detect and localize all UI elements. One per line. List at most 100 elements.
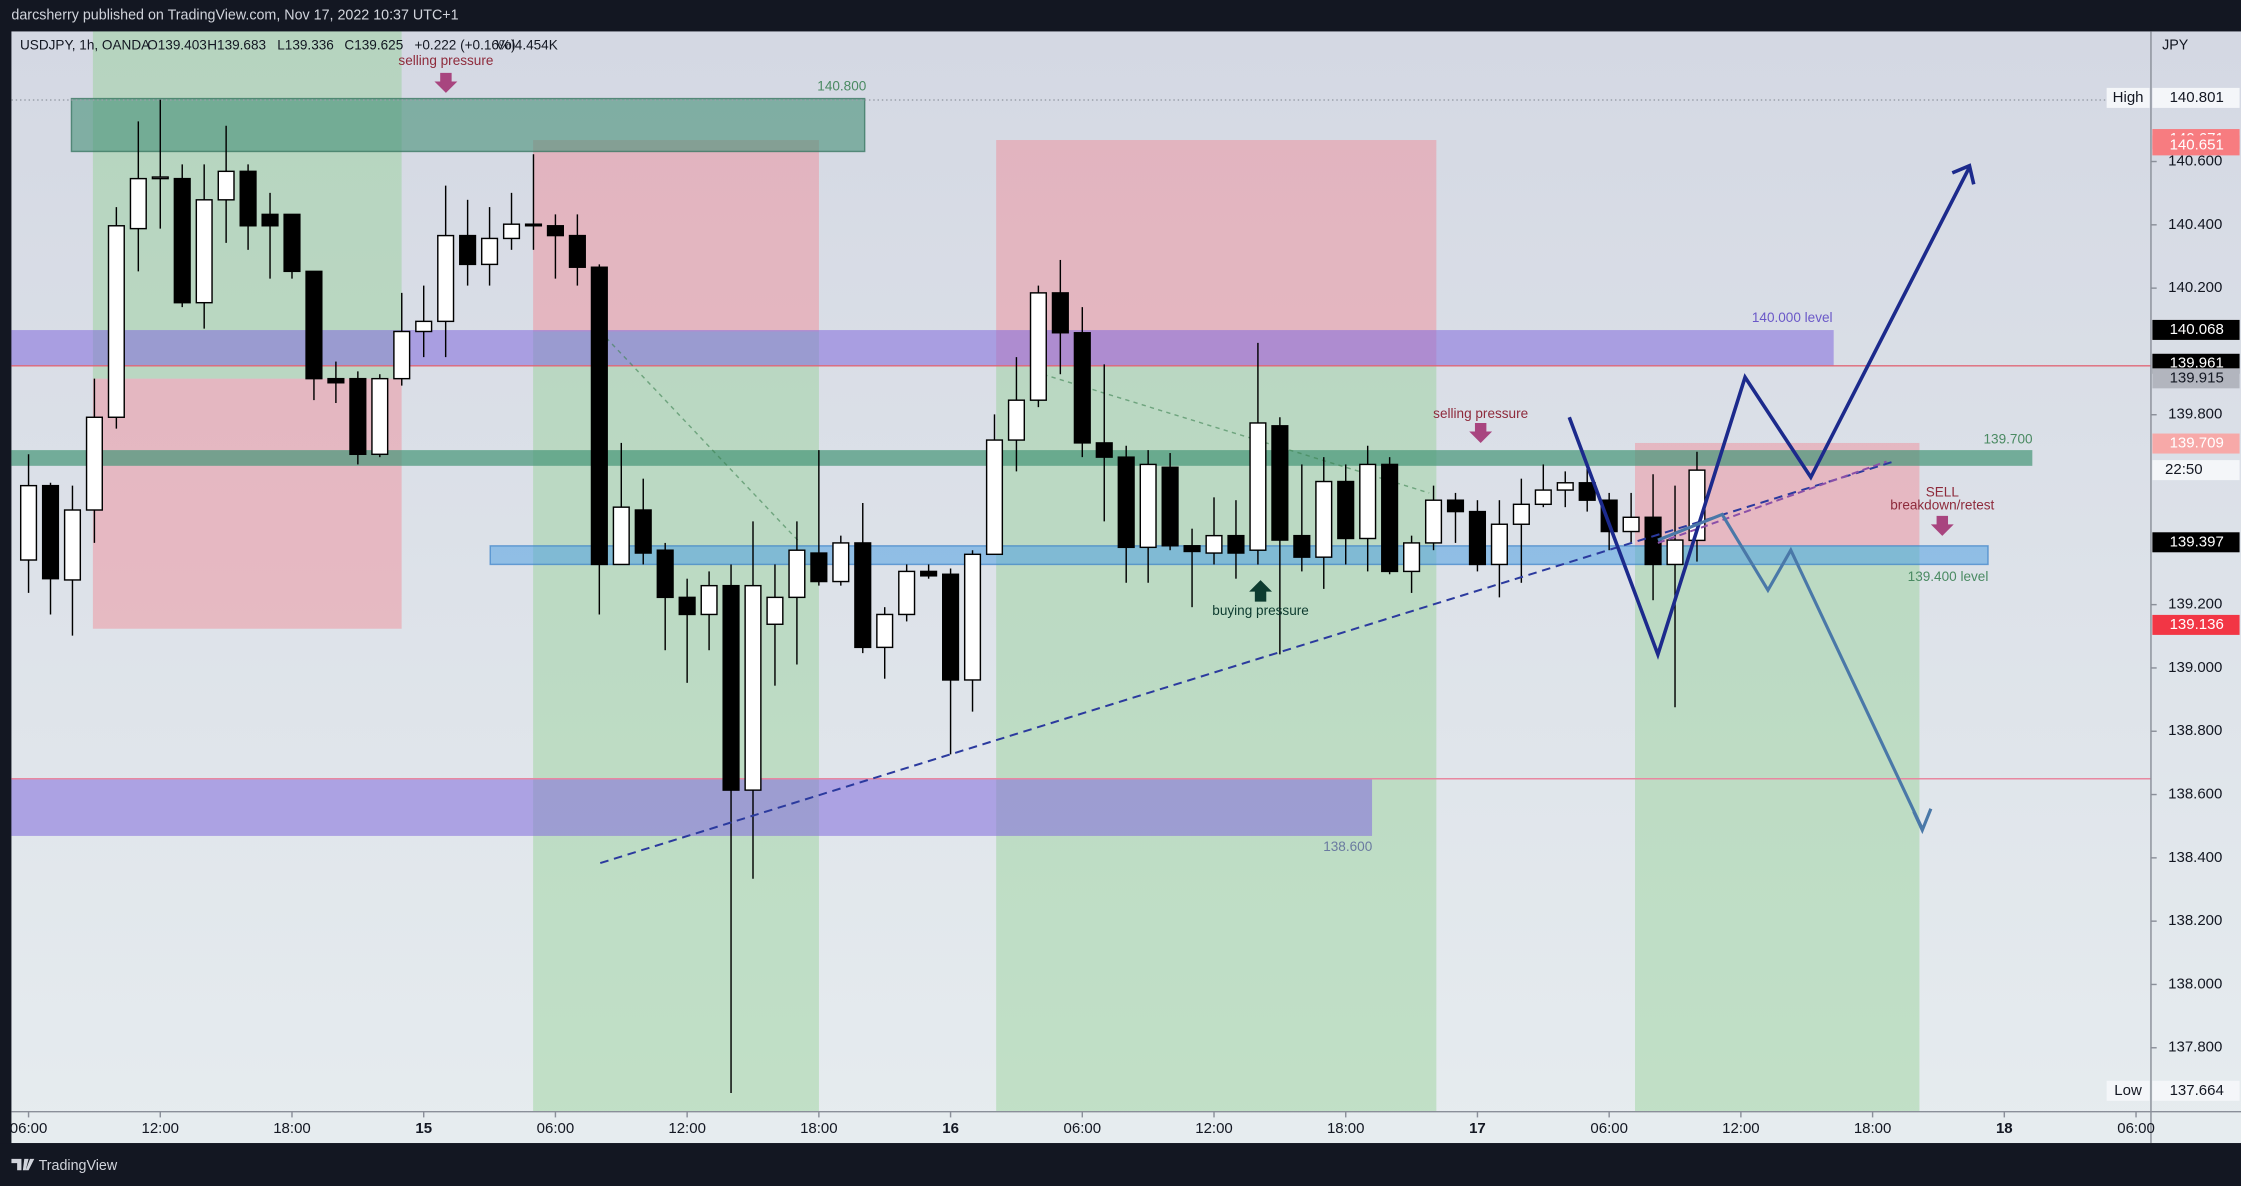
candle-body	[700, 584, 718, 616]
candle-body	[1512, 503, 1530, 525]
brand-logo	[11, 1158, 35, 1171]
candle-body	[854, 542, 872, 649]
candle-body	[393, 330, 411, 380]
candle-body	[1095, 442, 1113, 458]
candle-body	[920, 570, 938, 577]
candle-body	[876, 613, 894, 649]
candle-body	[1556, 482, 1574, 491]
y-tick-label: 138.000	[2168, 975, 2222, 992]
arrow-icon	[1249, 580, 1272, 602]
x-tick-label: 06:00	[1064, 1120, 1102, 1137]
x-tick-label: 18:00	[1327, 1120, 1365, 1137]
candle-body	[1183, 545, 1201, 553]
price-badge-label: 139.915	[2170, 369, 2224, 386]
x-tick-label: 18:00	[800, 1120, 838, 1137]
price-tag-label: Low	[2114, 1082, 2142, 1099]
level-band	[11, 778, 1373, 836]
candle-body	[502, 223, 521, 240]
price-tag	[2106, 87, 2150, 108]
candle-body	[283, 213, 301, 273]
candle-body	[1051, 292, 1069, 334]
ohlc: H139.683	[207, 37, 266, 52]
candle-body	[151, 176, 169, 180]
candle-body	[1622, 516, 1640, 533]
price-badge-label: 139.136	[2170, 616, 2224, 633]
candle-body	[239, 170, 257, 227]
ohlc: O139.403	[147, 37, 207, 52]
volume: Vol4.454K	[496, 37, 558, 52]
projection-path	[1657, 512, 1924, 830]
level-band	[11, 330, 1834, 366]
price-badge-label: 140.068	[2170, 321, 2224, 338]
candle-body	[634, 509, 652, 554]
trend-line	[599, 460, 1894, 865]
arrow-head	[1951, 163, 1976, 185]
candle-body	[480, 237, 499, 266]
candle-body	[1578, 482, 1596, 501]
price-badge	[2152, 532, 2240, 553]
price-badge-label: 140.801	[2170, 89, 2224, 106]
candle-body	[1446, 499, 1465, 513]
candle-body	[1381, 463, 1399, 573]
zone-label: 140.800	[817, 79, 866, 94]
y-tick-label: 139.000	[2168, 659, 2222, 676]
ohlc: L139.336	[277, 37, 334, 52]
candle-body	[590, 266, 608, 566]
y-tick-label: 140.400	[2168, 216, 2222, 233]
price-badge	[2152, 368, 2240, 389]
currency: JPY	[2162, 38, 2189, 54]
arrow-head	[1912, 808, 1933, 835]
candle-body	[1029, 292, 1047, 401]
symbol: USDJPY, 1h, OANDA	[20, 37, 151, 52]
price-badge-label: 137.664	[2170, 1082, 2224, 1099]
candle-body	[371, 377, 389, 456]
x-tick-label: 12:00	[1722, 1120, 1760, 1137]
candle-body	[1424, 499, 1443, 544]
zone-label: 140.000 level	[1752, 310, 1833, 325]
ohlc: C139.625	[344, 37, 403, 52]
zone-label: 139.700	[1984, 432, 2033, 447]
price-badge	[2152, 1080, 2240, 1101]
countdown-badge	[2152, 460, 2240, 481]
candle-body	[129, 177, 147, 230]
x-tick-label: 12:00	[1195, 1120, 1233, 1137]
zone-label: 139.400 level	[1908, 569, 1989, 584]
y-tick-label: 138.600	[2168, 786, 2222, 803]
annotation: selling pressure	[398, 53, 493, 68]
candle-body	[1007, 399, 1026, 441]
price-badge	[2152, 87, 2240, 108]
zone	[533, 331, 819, 1112]
zone-label: 138.600	[1323, 839, 1372, 854]
candle-body	[1073, 332, 1091, 444]
candle-body	[546, 225, 565, 237]
brand: TradingView	[39, 1158, 118, 1174]
annotation: buying pressure	[1212, 603, 1309, 618]
y-tick-label: 139.200	[2168, 596, 2222, 613]
price-badge	[2152, 135, 2240, 156]
x-tick-label: 18:00	[1854, 1120, 1892, 1137]
guide-line	[599, 331, 801, 544]
zone	[996, 140, 1437, 366]
y-tick-label: 140.600	[2168, 152, 2222, 169]
price-badge	[2152, 433, 2240, 454]
candle-body	[305, 270, 323, 380]
candle-body	[942, 573, 960, 681]
price-badge	[2152, 614, 2240, 635]
candle-body	[810, 552, 828, 583]
candle-body	[1161, 466, 1179, 547]
x-tick-label: 12:00	[668, 1120, 706, 1137]
candle-body	[744, 584, 762, 791]
price-badge-label: 139.961	[2170, 355, 2224, 372]
x-tick-label: 17	[1469, 1120, 1486, 1137]
candle-body	[195, 199, 213, 304]
x-tick-label: 06:00	[10, 1120, 48, 1137]
candle-body	[327, 377, 345, 384]
y-tick-label: 138.200	[2168, 912, 2222, 929]
zone	[1635, 545, 1920, 1112]
countdown: 22:50	[2165, 461, 2203, 478]
footer	[0, 1143, 2241, 1186]
annotation: breakdown/retest	[1890, 497, 1994, 512]
candle-body	[1227, 534, 1245, 554]
